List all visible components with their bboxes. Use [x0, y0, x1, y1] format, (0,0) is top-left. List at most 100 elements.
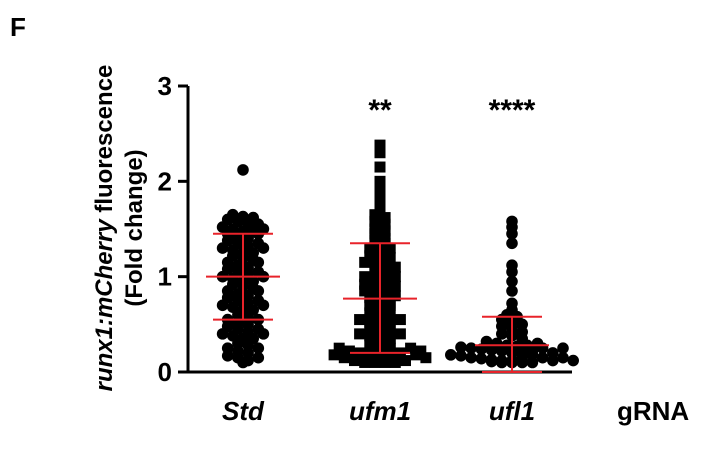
data-point-Std: [252, 342, 265, 354]
data-point-ufl1: [455, 349, 467, 362]
data-point-ufm1: [333, 342, 345, 354]
data-point-ufl1: [496, 328, 508, 340]
data-point-ufl1: [506, 227, 518, 240]
y-axis: 0 1 2 3: [158, 71, 190, 387]
data-point-ufm1: [369, 259, 381, 271]
data-point-ufl1: [465, 351, 478, 364]
significance-mark: **: [368, 94, 392, 127]
data-point-ufl1: [496, 345, 508, 357]
category-label-ufl1: ufl1: [489, 396, 535, 426]
data-point-ufm1: [328, 349, 340, 361]
data-point-ufm1: [374, 187, 386, 199]
data-point-Std: [252, 218, 265, 231]
data-point-ufl1: [496, 356, 508, 369]
x-axis-title: gRNA: [617, 396, 689, 426]
data-point-ufm1: [379, 212, 391, 224]
data-point-ufm1: [379, 269, 391, 281]
data-point-ufm1: [374, 180, 386, 192]
data-point-ufm1: [379, 356, 391, 368]
y-tick-label: 1: [158, 262, 172, 292]
data-point-ufm1: [369, 209, 381, 221]
data-point-ufm1: [359, 256, 371, 268]
data-point-ufm1: [384, 333, 396, 345]
data-point-Std: [247, 275, 259, 288]
data-point-Std: [252, 351, 265, 364]
data-point-ufm1: [364, 242, 376, 254]
data-point-Std: [247, 304, 259, 316]
data-point-ufm1: [374, 139, 386, 151]
data-point-ufm1: [343, 345, 355, 357]
y-axis-title: runx1:mCherry fluorescence: [91, 65, 118, 392]
data-points: [216, 139, 579, 369]
y-tick-label: 0: [158, 357, 172, 387]
data-point-Std: [216, 328, 229, 340]
data-point-Std: [247, 332, 259, 345]
data-point-ufm1: [379, 275, 391, 287]
significance-marks: ** ****: [368, 94, 535, 127]
data-point-Std: [257, 299, 270, 312]
data-point-ufm1: [384, 242, 396, 254]
data-point-ufm1: [374, 194, 386, 206]
data-point-ufm1: [374, 202, 386, 214]
data-point-ufm1: [394, 314, 406, 326]
data-point-ufm1: [389, 261, 401, 273]
data-point-ufm1: [400, 355, 411, 367]
data-point-ufl1: [445, 349, 457, 361]
data-point-ufm1: [349, 355, 360, 367]
data-point-ufl1: [536, 351, 549, 364]
data-point-ufm1: [405, 342, 417, 354]
y-tick-label: 3: [158, 71, 172, 101]
data-point-ufm1: [374, 147, 386, 159]
data-point-ufm1: [384, 309, 396, 321]
data-point-ufm1: [379, 225, 391, 237]
data-point-ufl1: [557, 351, 569, 364]
data-point-ufl1: [506, 275, 518, 288]
data-point-ufm1: [384, 318, 396, 330]
data-point-ufl1: [465, 342, 478, 354]
data-point-ufm1: [389, 280, 401, 292]
y-axis-title-rest: fluorescence: [91, 65, 118, 220]
data-point-ufl1: [547, 347, 559, 359]
data-point-Std: [216, 242, 229, 254]
data-point-ufl1: [567, 354, 579, 367]
data-point-ufl1: [506, 285, 518, 297]
data-point-ufm1: [394, 328, 406, 340]
data-point-ufm1: [379, 261, 391, 273]
data-point-ufm1: [379, 218, 391, 230]
data-point-ufm1: [369, 234, 381, 246]
data-point-ufm1: [369, 273, 381, 285]
data-point-ufm1: [364, 307, 376, 319]
data-point-ufl1: [557, 342, 569, 354]
data-point-Std: [257, 242, 270, 254]
data-point-ufm1: [384, 299, 396, 311]
data-point-ufm1: [379, 282, 391, 294]
data-point-ufm1: [369, 215, 381, 227]
data-point-ufm1: [389, 271, 401, 283]
data-point-ufm1: [374, 161, 386, 173]
y-axis-title-italic: runx1:mCherry: [91, 218, 118, 392]
data-point-ufm1: [338, 352, 350, 364]
data-point-Std: [252, 256, 265, 269]
data-point-Std: [237, 164, 249, 176]
data-point-ufl1: [526, 356, 539, 369]
data-point-ufl1: [516, 356, 528, 369]
category-label-ufm1: ufm1: [349, 396, 411, 426]
data-point-ufm1: [354, 314, 366, 326]
data-point-ufm1: [364, 330, 376, 342]
data-point-Std: [252, 285, 265, 297]
data-point-ufm1: [364, 299, 376, 311]
data-point-ufm1: [389, 290, 401, 302]
data-point-ufm1: [354, 328, 366, 340]
data-point-ufm1: [384, 252, 396, 264]
panel-label: F: [10, 12, 26, 42]
category-labels: Std ufm1 ufl1: [222, 396, 535, 426]
data-point-ufm1: [364, 337, 376, 349]
data-point-Std: [257, 328, 270, 340]
data-point-Std: [221, 349, 234, 362]
data-point-ufl1: [506, 266, 518, 278]
data-point-ufm1: [364, 316, 376, 328]
data-point-ufm1: [369, 266, 381, 278]
significance-mark: ****: [489, 94, 536, 127]
data-point-ufm1: [364, 250, 376, 262]
